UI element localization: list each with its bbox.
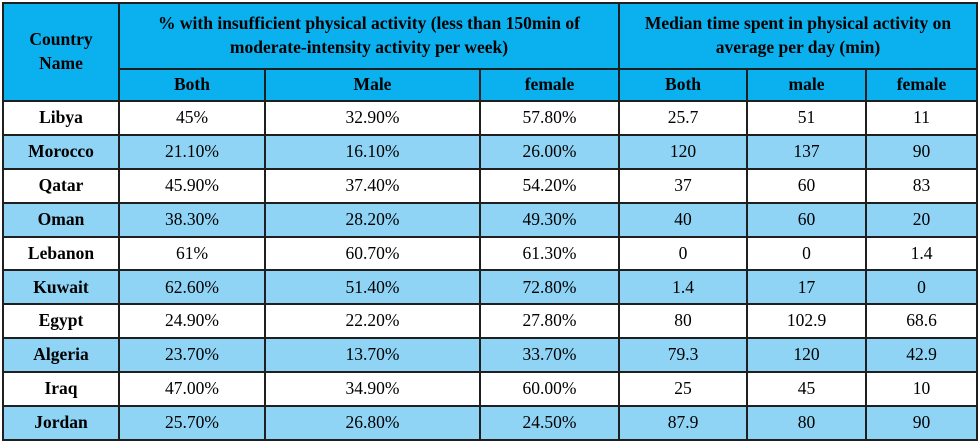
country-cell: Qatar: [2, 167, 120, 204]
table-row: Kuwait 62.60% 51.40% 72.80% 1.4 17 0: [2, 269, 978, 306]
table-cell: 10: [865, 371, 978, 408]
table-row: Algeria 23.70% 13.70% 33.70% 79.3 120 42…: [2, 337, 978, 374]
table-cell: 72.80%: [478, 269, 621, 306]
table-cell: 34.90%: [264, 371, 481, 408]
header-row-top: Country Name % with insufficient physica…: [2, 2, 978, 102]
table-cell: 13.70%: [264, 337, 481, 374]
country-cell: Libya: [2, 100, 120, 136]
table-cell: 16.10%: [264, 133, 481, 170]
country-cell: Jordan: [2, 405, 120, 441]
table-cell: 79.3: [618, 337, 749, 374]
table-cell: 40: [618, 201, 749, 238]
table-cell: 60: [746, 167, 868, 204]
country-cell: Lebanon: [2, 235, 120, 272]
table-cell: 25: [618, 371, 749, 408]
table-row: Lebanon 61% 60.70% 61.30% 0 0 1.4: [2, 235, 978, 272]
table-cell: 21.10%: [118, 133, 266, 170]
table-cell: 20: [865, 201, 978, 238]
table-cell: 57.80%: [478, 100, 621, 136]
table-row: Egypt 24.90% 22.20% 27.80% 80 102.9 68.6: [2, 303, 978, 340]
table-cell: 60: [746, 201, 868, 238]
table-cell: 33.70%: [478, 337, 621, 374]
country-cell: Morocco: [2, 133, 120, 170]
table-cell: 61.30%: [478, 235, 621, 272]
table-cell: 17: [746, 269, 868, 306]
table-cell: 80: [746, 405, 868, 441]
table-cell: 23.70%: [118, 337, 266, 374]
header-female-pct: female: [478, 68, 621, 102]
table-cell: 37.40%: [264, 167, 481, 204]
table-row: Morocco 21.10% 16.10% 26.00% 120 137 90: [2, 133, 978, 170]
table-cell: 1.4: [865, 235, 978, 272]
table-cell: 0: [865, 269, 978, 306]
table-cell: 22.20%: [264, 303, 481, 340]
table-row: Jordan 25.70% 26.80% 24.50% 87.9 80 90: [2, 405, 978, 441]
country-cell: Kuwait: [2, 269, 120, 306]
header-both-min: Both: [618, 68, 749, 102]
table-cell: 51.40%: [264, 269, 481, 306]
table-cell: 62.60%: [118, 269, 266, 306]
table-row: Oman 38.30% 28.20% 49.30% 40 60 20: [2, 201, 978, 238]
table-cell: 28.20%: [264, 201, 481, 238]
header-country-name: Country Name: [2, 2, 120, 102]
table-cell: 120: [746, 337, 868, 374]
table-row: Libya 45% 32.90% 57.80% 25.7 51 11: [2, 100, 978, 136]
table-cell: 60.70%: [264, 235, 481, 272]
table-cell: 42.9: [865, 337, 978, 374]
table-cell: 90: [865, 405, 978, 441]
country-cell: Egypt: [2, 303, 120, 340]
table-cell: 45: [746, 371, 868, 408]
table-cell: 47.00%: [118, 371, 266, 408]
table-cell: 0: [618, 235, 749, 272]
header-female-min: female: [865, 68, 978, 102]
table-cell: 68.6: [865, 303, 978, 340]
table-cell: 54.20%: [478, 167, 621, 204]
physical-activity-table: Country Name % with insufficient physica…: [2, 2, 978, 441]
table-cell: 26.80%: [264, 405, 481, 441]
table-cell: 49.30%: [478, 201, 621, 238]
table-cell: 25.70%: [118, 405, 266, 441]
country-cell: Iraq: [2, 371, 120, 408]
table-cell: 0: [746, 235, 868, 272]
table-cell: 45.90%: [118, 167, 266, 204]
header-both-pct: Both: [118, 68, 266, 102]
table-cell: 60.00%: [478, 371, 621, 408]
header-male-min: male: [746, 68, 868, 102]
table-cell: 120: [618, 133, 749, 170]
table-cell: 61%: [118, 235, 266, 272]
header-row-sub: Both Male female Both male female: [3, 68, 978, 102]
header-male-pct: Male: [264, 68, 481, 102]
table-cell: 11: [865, 100, 978, 136]
table-cell: 38.30%: [118, 201, 266, 238]
table-cell: 27.80%: [478, 303, 621, 340]
table-cell: 24.50%: [478, 405, 621, 441]
table-cell: 37: [618, 167, 749, 204]
table-cell: 24.90%: [118, 303, 266, 340]
table-cell: 83: [865, 167, 978, 204]
table-cell: 51: [746, 100, 868, 136]
table-cell: 87.9: [618, 405, 749, 441]
table-row: Qatar 45.90% 37.40% 54.20% 37 60 83: [2, 167, 978, 204]
header-insufficient-activity: % with insufficient physical activity (l…: [117, 2, 621, 70]
table-body: Libya 45% 32.90% 57.80% 25.7 51 11 Moroc…: [2, 100, 978, 441]
table-cell: 90: [865, 133, 978, 170]
country-cell: Algeria: [2, 337, 120, 374]
table-cell: 102.9: [746, 303, 868, 340]
table-cell: 26.00%: [478, 133, 621, 170]
table-cell: 80: [618, 303, 749, 340]
country-cell: Oman: [2, 201, 120, 238]
table-cell: 32.90%: [264, 100, 481, 136]
table-cell: 25.7: [618, 100, 749, 136]
table-cell: 1.4: [618, 269, 749, 306]
table-cell: 45%: [118, 100, 266, 136]
table-cell: 137: [746, 133, 868, 170]
header-median-time: Median time spent in physical activity o…: [618, 2, 978, 70]
table-row: Iraq 47.00% 34.90% 60.00% 25 45 10: [2, 371, 978, 408]
